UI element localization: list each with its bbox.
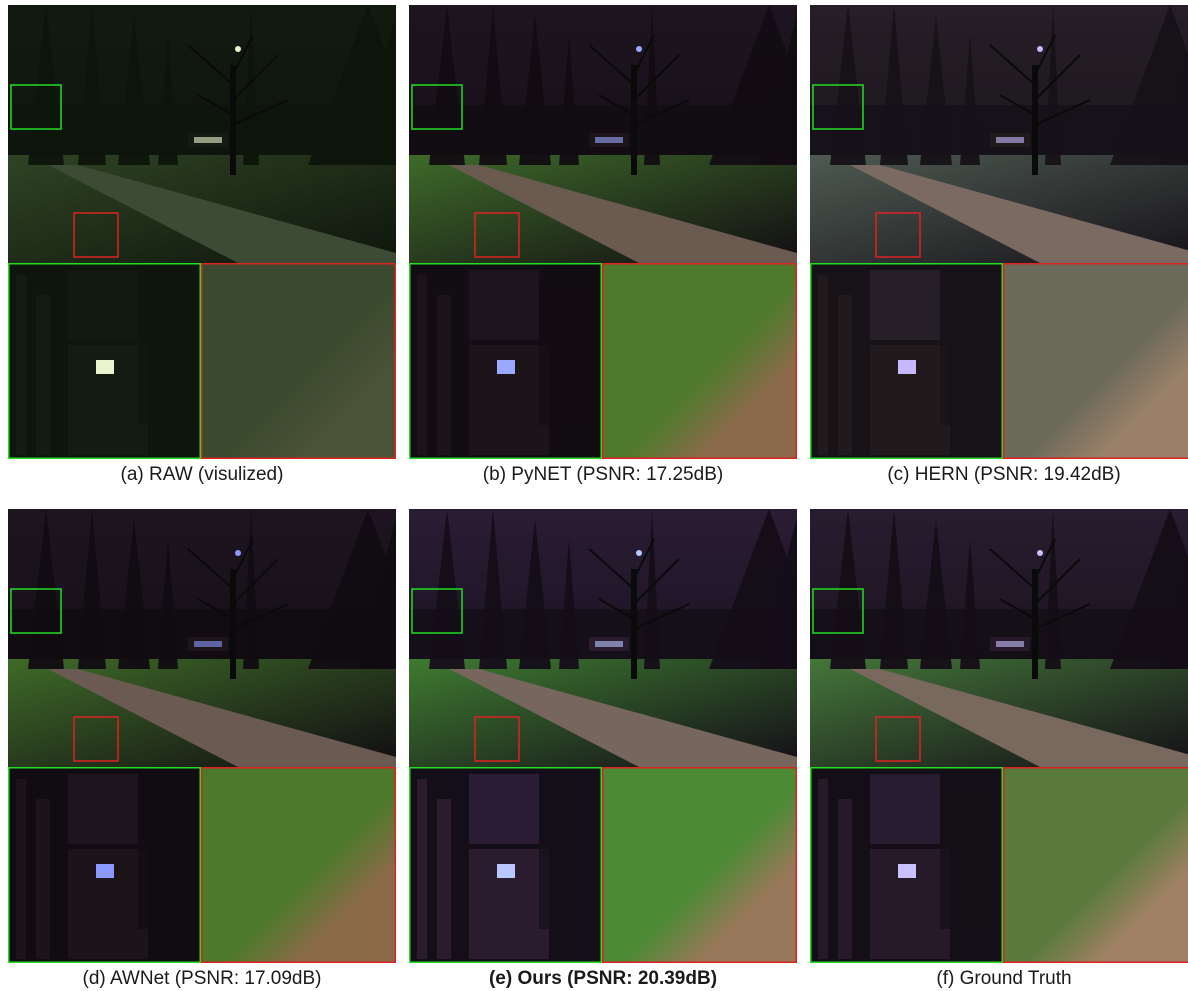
zoom-building	[409, 263, 602, 459]
red-inset-box	[875, 212, 921, 258]
red-inset-box	[474, 716, 520, 762]
panel-caption: (d) AWNet (PSNR: 17.09dB)	[82, 968, 322, 989]
panel-caption: (e) Ours (PSNR: 20.39dB)	[488, 968, 718, 989]
panel-f: (f) Ground Truth	[810, 509, 1188, 989]
zoom-grass-path	[201, 767, 396, 963]
zoom-building	[8, 263, 201, 459]
main-view	[810, 5, 1188, 263]
red-inset-box	[73, 212, 119, 258]
green-inset-box	[411, 84, 463, 130]
panel-caption: (b) PyNET (PSNR: 17.25dB)	[482, 464, 724, 485]
panel-caption: (a) RAW (visulized)	[120, 464, 284, 485]
main-view	[810, 509, 1188, 767]
main-view	[8, 5, 396, 263]
zoom-grass-path	[201, 263, 396, 459]
panel-d: (d) AWNet (PSNR: 17.09dB)	[8, 509, 396, 989]
panel-image-d	[8, 509, 396, 965]
panel-a: (a) RAW (visulized)	[8, 5, 396, 485]
panel-image-c	[810, 5, 1188, 461]
green-inset-box	[10, 84, 62, 130]
panel-image-b	[409, 5, 797, 461]
scene-photo	[409, 509, 797, 963]
main-view	[8, 509, 396, 767]
panel-caption: (f) Ground Truth	[936, 968, 1072, 989]
red-inset-box	[73, 716, 119, 762]
zoom-building	[810, 263, 1003, 459]
green-inset-box	[812, 84, 864, 130]
panel-image-f	[810, 509, 1188, 965]
green-inset-box	[10, 588, 62, 634]
panel-c: (c) HERN (PSNR: 19.42dB)	[810, 5, 1188, 485]
scene-photo	[409, 5, 797, 459]
panel-image-a	[8, 5, 396, 461]
panel-image-e	[409, 509, 797, 965]
zoom-building	[8, 767, 201, 963]
scene-photo	[810, 5, 1188, 459]
green-inset-box	[411, 588, 463, 634]
zoom-grass-path	[1003, 767, 1188, 963]
zoom-grass-path	[602, 263, 797, 459]
panel-caption: (c) HERN (PSNR: 19.42dB)	[887, 464, 1121, 485]
zoom-grass-path	[602, 767, 797, 963]
main-view	[409, 5, 797, 263]
red-inset-box	[474, 212, 520, 258]
scene-photo	[810, 509, 1188, 963]
scene-photo	[8, 509, 396, 963]
main-view	[409, 509, 797, 767]
scene-photo	[8, 5, 396, 459]
zoom-building	[810, 767, 1003, 963]
panel-b: (b) PyNET (PSNR: 17.25dB)	[409, 5, 797, 485]
zoom-building	[409, 767, 602, 963]
zoom-grass-path	[1003, 263, 1188, 459]
green-inset-box	[812, 588, 864, 634]
panel-e: (e) Ours (PSNR: 20.39dB)	[409, 509, 797, 989]
red-inset-box	[875, 716, 921, 762]
